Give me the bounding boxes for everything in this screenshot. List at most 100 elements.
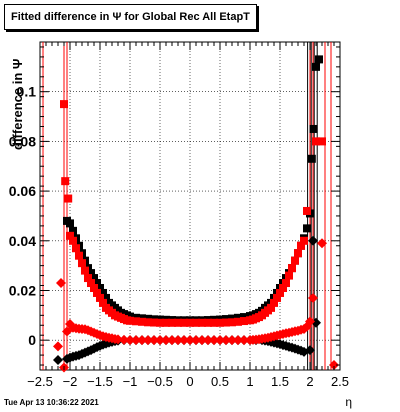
data-point-square bbox=[69, 226, 77, 235]
data-point-diamond bbox=[143, 335, 153, 346]
data-point-square bbox=[93, 288, 101, 297]
data-point-square bbox=[270, 298, 278, 307]
data-point-diamond bbox=[185, 335, 195, 346]
data-point-square bbox=[60, 100, 68, 109]
data-point-square bbox=[318, 137, 326, 146]
data-point-square bbox=[84, 274, 92, 283]
y-tick-label: 0.02 bbox=[9, 282, 36, 298]
data-point-square bbox=[267, 303, 275, 312]
data-point-diamond bbox=[179, 335, 189, 346]
data-point-square bbox=[273, 293, 281, 302]
data-point-square bbox=[240, 317, 248, 326]
data-point-square bbox=[276, 288, 284, 297]
data-point-square bbox=[297, 241, 305, 250]
data-point-square bbox=[78, 259, 86, 268]
data-point-square bbox=[72, 244, 80, 253]
data-point-square bbox=[90, 284, 98, 292]
data-point-square bbox=[303, 224, 311, 233]
data-point-square bbox=[228, 318, 236, 327]
data-point-square bbox=[61, 177, 70, 186]
data-point-diamond bbox=[125, 335, 135, 346]
data-marks bbox=[53, 55, 339, 373]
y-axis-label: difference in Ψ bbox=[10, 58, 25, 150]
data-point-square bbox=[99, 288, 107, 297]
x-tick-label: −1 bbox=[123, 374, 138, 389]
data-point-square bbox=[87, 279, 95, 288]
y-tick-label: 0.08 bbox=[9, 133, 36, 149]
data-point-diamond bbox=[308, 292, 318, 303]
data-point-diamond bbox=[209, 335, 219, 346]
data-point-square bbox=[312, 62, 320, 71]
data-point-square bbox=[204, 318, 212, 327]
vertical-lines bbox=[42, 42, 332, 370]
data-point-square bbox=[75, 251, 83, 260]
data-point-square bbox=[81, 266, 89, 275]
data-point-square bbox=[156, 318, 164, 327]
x-tick-label: 2 bbox=[306, 374, 313, 389]
data-point-diamond bbox=[203, 335, 213, 346]
data-point-diamond bbox=[53, 355, 63, 366]
x-tick-label: 1.5 bbox=[271, 374, 289, 389]
data-point-diamond bbox=[161, 335, 171, 346]
data-point-square bbox=[132, 317, 140, 326]
data-point-square bbox=[162, 318, 170, 327]
data-point-diamond bbox=[167, 335, 177, 346]
data-point-square bbox=[99, 298, 107, 307]
data-point-square bbox=[309, 124, 318, 133]
x-tick-label: −2 bbox=[63, 374, 78, 389]
data-point-square bbox=[87, 269, 95, 278]
data-point-square bbox=[180, 318, 188, 327]
data-point-diamond bbox=[305, 345, 315, 356]
x-tick-label: −0.5 bbox=[147, 374, 173, 389]
chart-title: Fitted difference in Ψ for Global Rec Al… bbox=[4, 4, 257, 30]
data-point-diamond bbox=[317, 238, 327, 249]
data-point-square bbox=[64, 194, 73, 203]
x-axis-label: η bbox=[345, 395, 352, 409]
data-point-square bbox=[222, 318, 230, 327]
data-point-square bbox=[210, 318, 218, 327]
axes: −2.5 −2 −1.5 −1 −0.5 0 0.5 1 1.5 2 2.5 0 0.02 0.04 0.0… bbox=[9, 42, 349, 389]
data-point-square bbox=[186, 318, 194, 327]
data-point-square bbox=[303, 206, 311, 215]
data-point-diamond bbox=[149, 335, 159, 346]
data-point-diamond bbox=[131, 335, 141, 346]
data-point-diamond bbox=[305, 316, 315, 327]
data-point-square bbox=[150, 318, 158, 327]
x-tick-label: 2.5 bbox=[331, 374, 349, 389]
data-point-square bbox=[66, 219, 74, 228]
data-point-diamond bbox=[113, 334, 123, 345]
data-point-diamond bbox=[215, 335, 225, 346]
data-point-square bbox=[192, 318, 200, 327]
data-point-diamond bbox=[308, 235, 318, 246]
data-point-square bbox=[234, 317, 242, 326]
data-point-diamond bbox=[56, 278, 66, 289]
data-point-diamond bbox=[191, 335, 201, 346]
data-point-square bbox=[174, 318, 182, 327]
data-point-square bbox=[282, 279, 290, 288]
data-point-square bbox=[285, 271, 293, 280]
data-point-diamond bbox=[173, 335, 183, 346]
x-tick-label: −1.5 bbox=[87, 374, 113, 389]
data-point-square bbox=[198, 318, 206, 327]
y-tick-label: 0.06 bbox=[9, 183, 36, 199]
data-point-square bbox=[300, 236, 308, 245]
data-point-diamond bbox=[227, 335, 237, 346]
data-point-square bbox=[93, 279, 101, 288]
data-point-square bbox=[144, 318, 152, 327]
data-point-square bbox=[288, 264, 296, 273]
data-point-diamond bbox=[239, 335, 249, 346]
y-tick-label: 0.04 bbox=[9, 233, 36, 249]
data-point-square bbox=[294, 249, 302, 258]
data-point-diamond bbox=[119, 334, 129, 345]
data-point-square bbox=[90, 274, 98, 283]
data-point-square bbox=[216, 318, 224, 327]
x-tick-label: −2.5 bbox=[27, 374, 53, 389]
data-point-square bbox=[96, 293, 104, 302]
data-point-diamond bbox=[233, 335, 243, 346]
data-point-square bbox=[315, 55, 323, 64]
data-point-square bbox=[279, 284, 287, 292]
data-point-diamond bbox=[221, 335, 231, 346]
data-point-square bbox=[126, 316, 134, 325]
y-tick-label: 0 bbox=[28, 332, 36, 348]
